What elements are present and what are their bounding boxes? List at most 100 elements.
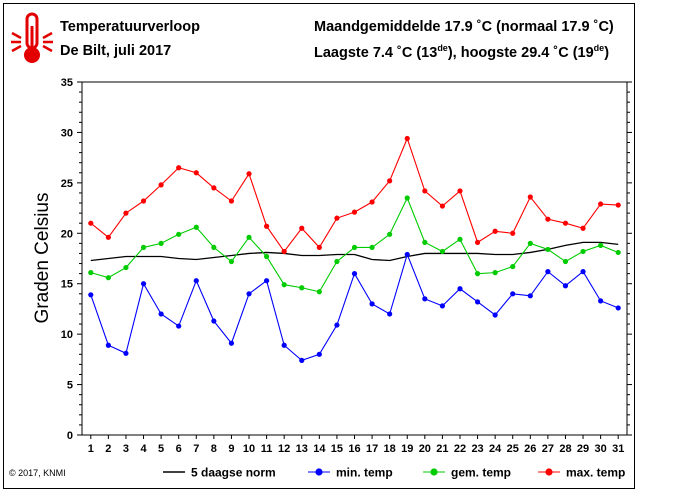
data-point-min-temp: [211, 318, 217, 324]
data-point-mean-temp: [351, 244, 358, 251]
x-tick-label: 27: [542, 443, 554, 455]
data-point-mean-temp: [316, 289, 322, 295]
legend-swatch-marker: [315, 468, 323, 476]
x-tick-label: 4: [140, 443, 147, 455]
x-tick-label: 24: [489, 443, 502, 455]
legend-item-min-temp: min. temp: [308, 466, 393, 480]
extremes-low-text: Laagste 7.4 ˚C (13: [314, 44, 438, 61]
data-point-mean-temp: [158, 240, 164, 246]
data-point-mean-temp: [439, 248, 446, 255]
legend-label: min. temp: [336, 466, 393, 480]
data-point-max-temp: [545, 216, 551, 222]
data-point-max-temp: [422, 188, 428, 194]
data-point-min-temp: [439, 303, 446, 309]
series-line-min-temp: [90, 252, 619, 361]
x-tick-label: 10: [243, 443, 255, 455]
data-point-min-temp: [598, 298, 604, 304]
x-tick-label: 21: [436, 443, 448, 455]
y-tick-label: 35: [61, 77, 73, 89]
x-tick-label: 2: [105, 443, 111, 455]
x-tick-label: 23: [471, 443, 483, 455]
data-point-mean-temp: [299, 285, 305, 291]
data-point-min-temp: [562, 283, 569, 289]
data-point-min-temp: [527, 293, 533, 299]
data-point-min-temp: [422, 296, 428, 302]
data-point-mean-temp: [580, 248, 586, 255]
data-point-min-temp: [263, 278, 270, 284]
y-tick-label: 15: [61, 279, 73, 291]
data-point-min-temp: [105, 342, 111, 348]
x-tick-label: 1: [88, 443, 94, 455]
data-point-max-temp: [123, 210, 129, 216]
data-point-mean-temp: [193, 224, 199, 230]
extremes-high-ordinal: de: [593, 43, 605, 53]
x-tick-label: 14: [313, 443, 326, 455]
x-tick-label: 26: [524, 443, 536, 455]
data-point-min-temp: [457, 286, 463, 292]
data-point-min-temp: [228, 340, 235, 346]
x-tick-label: 17: [366, 443, 378, 455]
y-tick-label: 5: [67, 380, 73, 392]
data-point-max-temp: [510, 230, 516, 236]
series-line-max-temp: [90, 136, 619, 253]
data-point-min-temp: [193, 278, 199, 284]
data-point-mean-temp: [562, 258, 569, 265]
y-tick-label: 20: [61, 228, 73, 240]
data-point-mean-temp: [211, 244, 217, 251]
data-point-mean-temp: [228, 258, 235, 265]
x-tick-label: 7: [193, 443, 199, 455]
series-mean-temp: [88, 195, 621, 295]
data-point-mean-temp: [176, 231, 182, 237]
data-point-min-temp: [140, 281, 147, 287]
data-point-max-temp: [105, 234, 111, 240]
data-point-max-temp: [140, 198, 147, 204]
data-point-max-temp: [351, 209, 358, 215]
legend-item-mean-temp: gem. temp: [423, 466, 511, 480]
y-axis-label: Graden Celsius: [32, 193, 53, 324]
series-layer: [88, 135, 621, 363]
copyright: © 2017, KNMI: [9, 468, 66, 478]
data-point-mean-temp: [246, 234, 252, 240]
legend-item-norm: 5 daagse norm: [163, 466, 276, 480]
x-tick-label: 5: [158, 443, 164, 455]
data-point-min-temp: [510, 291, 516, 297]
x-tick-label: 29: [577, 443, 589, 455]
data-point-min-temp: [299, 357, 305, 363]
data-point-min-temp: [176, 323, 182, 329]
chart-title: Temperatuurverloop: [60, 19, 200, 35]
x-tick-label: 28: [559, 443, 571, 455]
x-tick-label: 16: [348, 443, 360, 455]
data-point-min-temp: [615, 305, 621, 311]
series-line-norm: [90, 241, 619, 262]
data-point-min-temp: [404, 251, 410, 258]
data-point-mean-temp: [369, 244, 375, 251]
data-point-max-temp: [492, 228, 498, 234]
data-point-mean-temp: [105, 275, 111, 281]
data-point-mean-temp: [598, 242, 604, 248]
data-point-min-temp: [351, 271, 358, 277]
data-point-mean-temp: [422, 239, 428, 245]
data-point-max-temp: [527, 194, 533, 200]
x-tick-label: 25: [507, 443, 519, 455]
legend-label: gem. temp: [451, 466, 511, 480]
y-tick-label: 10: [61, 329, 73, 341]
data-point-max-temp: [615, 202, 621, 208]
extremes-summary: Laagste 7.4 ˚C (13de), hoogste 29.4 ˚C (…: [314, 43, 609, 61]
data-point-min-temp: [474, 299, 481, 305]
data-point-max-temp: [211, 185, 217, 191]
data-point-max-temp: [176, 165, 182, 171]
data-point-min-temp: [334, 322, 340, 328]
legend-swatch-marker: [430, 468, 438, 476]
legend-item-max-temp: max. temp: [538, 466, 625, 480]
x-tick-label: 6: [176, 443, 182, 455]
data-point-max-temp: [299, 225, 305, 231]
x-tick-label: 19: [401, 443, 413, 455]
data-point-min-temp: [158, 311, 164, 317]
data-point-mean-temp: [527, 240, 533, 246]
data-point-mean-temp: [545, 246, 551, 253]
legend-swatch-marker: [545, 468, 553, 476]
x-tick-label: 13: [296, 443, 308, 455]
x-tick-label: 18: [384, 443, 396, 455]
x-tick-label: 12: [278, 443, 290, 455]
